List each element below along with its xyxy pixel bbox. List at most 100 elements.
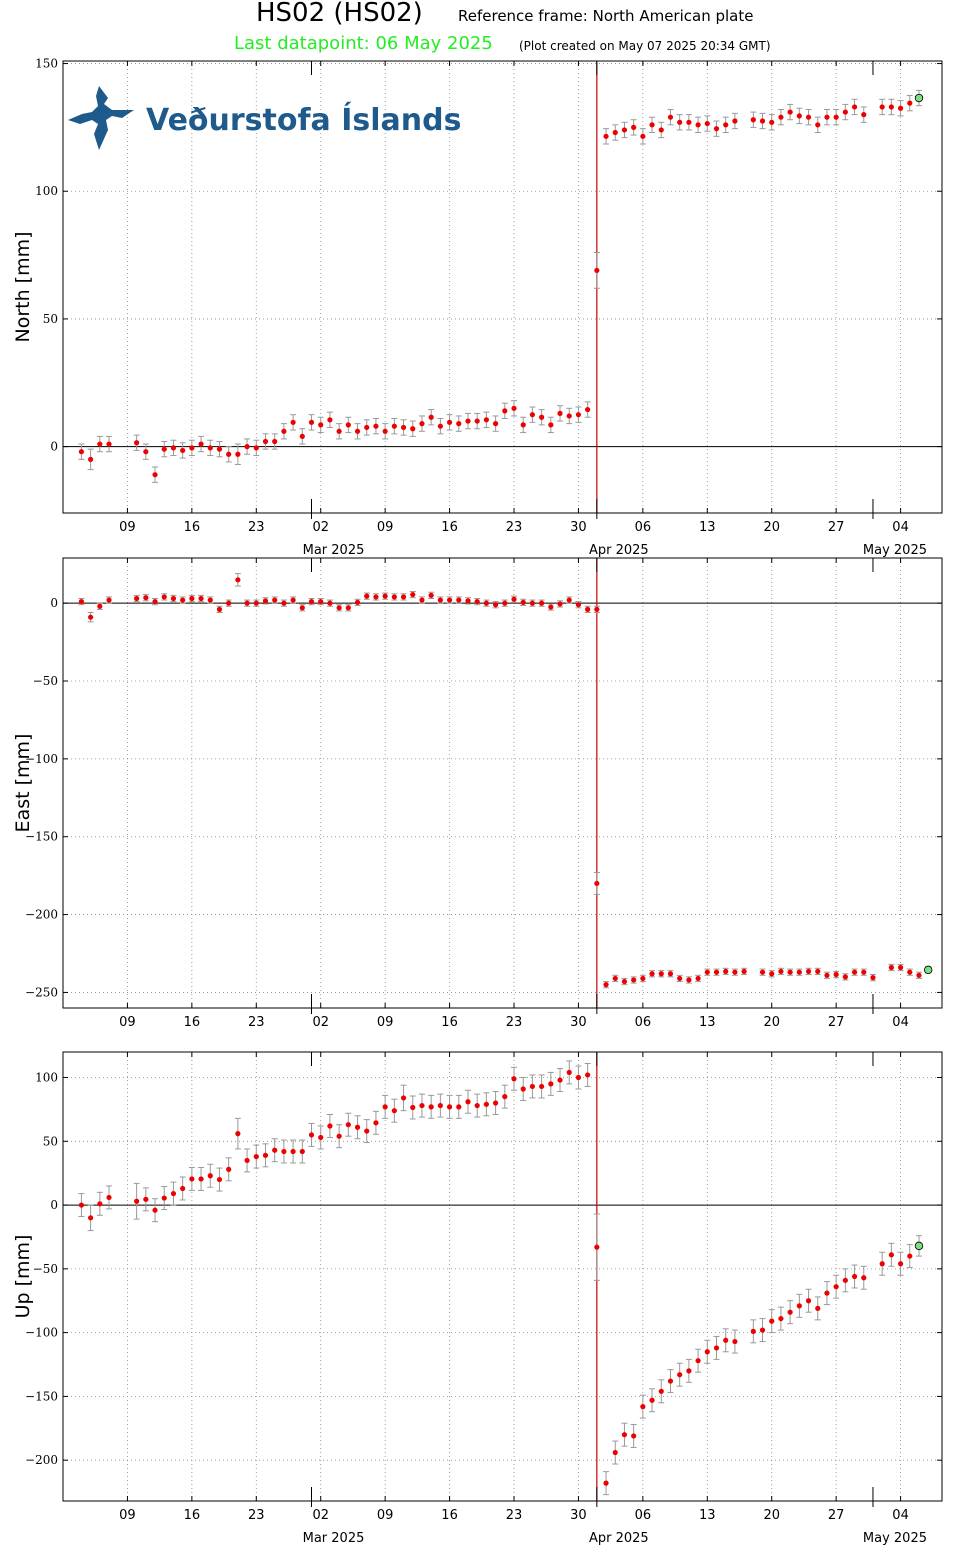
data-point [456,597,462,603]
data-point [713,969,720,975]
data-point [695,122,701,128]
data-point [649,1397,655,1403]
data-point [428,1104,434,1110]
y-tick-label: −200 [25,1453,58,1467]
data-point [575,1074,582,1081]
data-point [796,1303,802,1309]
data-point [354,1124,361,1130]
data-point [778,1315,784,1322]
x-month-label: Mar 2025 [303,543,365,558]
data-point [253,1153,259,1160]
data-point [658,971,664,977]
data-point [483,1101,489,1107]
data-point [382,1104,388,1110]
panel-up: 100 50 0 −50 −100 −150 −200 09 16 23 02 09 16 23 30 06 1… [12,1051,943,1546]
data-point [658,1388,664,1394]
data-point [575,412,582,418]
y-tick-label: 100 [35,1071,58,1085]
data-point [391,594,397,600]
data-point [677,119,683,125]
x-tick-label: 09 [119,1015,136,1030]
data-point [189,445,195,451]
data-point [483,600,489,606]
data-point [677,975,683,982]
data-point [594,880,600,887]
x-tick-label: 16 [441,1015,458,1030]
x-tick-label: 02 [312,1015,329,1030]
data-point [152,1207,158,1213]
data-point [134,1198,140,1204]
data-point [189,1176,195,1182]
data-point [667,114,674,120]
data-point [437,423,443,429]
data-point [244,444,250,450]
data-point [226,451,232,457]
data-point [520,422,526,428]
x-tick-label: 04 [892,520,909,535]
last-datapoint-label: Last datapoint: 06 May 2025 [234,33,493,54]
data-point [585,1072,591,1078]
x-tick-label: 30 [570,520,587,535]
data-point [677,1372,683,1378]
data-point [272,1147,278,1153]
data-point [769,1318,775,1324]
data-point [502,600,508,606]
x-tick-label: 06 [635,1508,652,1523]
data-point [861,969,867,975]
data-point [492,602,499,608]
data-point [474,418,480,424]
data-point [732,969,738,975]
data-point [143,595,149,601]
panel-north: 0 50 100 150 09 16 23 02 09 16 23 30 06 13 20 27 04 Mar 2… [12,57,943,558]
data-point [456,421,462,427]
data-point [778,114,784,120]
data-point [364,424,370,431]
data-point [824,114,830,120]
x-tick-label: 20 [763,520,780,535]
x-tick-label: 27 [828,1508,845,1523]
data-point [354,428,361,434]
data-point [640,1404,646,1410]
data-point [879,104,885,110]
x-tick-label: 13 [699,520,716,535]
data-point [548,422,554,428]
logo-mark-icon [68,86,134,150]
logo-text: Veðurstofa Íslands [146,102,461,138]
data-point [621,978,628,985]
data-point [815,122,821,128]
data-point [373,594,379,600]
data-point [529,600,536,606]
data-point [492,1100,499,1106]
last-data-point [914,93,924,103]
data-point [198,1176,204,1182]
x-tick-label: 20 [763,1015,780,1030]
data-point [879,1261,885,1267]
x-month-label: May 2025 [863,543,927,558]
data-point [511,1076,517,1082]
data-point [437,1102,443,1109]
data-point [400,424,407,431]
x-tick-label: 23 [506,1508,523,1523]
data-point [299,605,305,611]
data-point [566,1069,572,1076]
data-point [235,451,241,457]
data-point [787,969,793,975]
data-point [235,577,241,583]
data-point [520,599,526,605]
data-point [787,1309,793,1315]
y-tick-label: 100 [35,184,58,198]
data-point [686,977,692,983]
data-point [143,449,149,455]
data-point [769,971,775,977]
data-point [815,968,821,975]
data-point [888,104,894,110]
data-point [492,421,499,427]
data-point [621,127,628,133]
data-point [805,1298,812,1304]
data-point [585,606,591,612]
data-point [833,971,839,978]
data-point [631,124,637,130]
panel-east: 0 −50 −100 −150 −200 −250 09 16 23 02 09 16 23 30 06 13… [12,557,943,1030]
data-point [106,1194,112,1201]
data-point [308,1132,315,1138]
